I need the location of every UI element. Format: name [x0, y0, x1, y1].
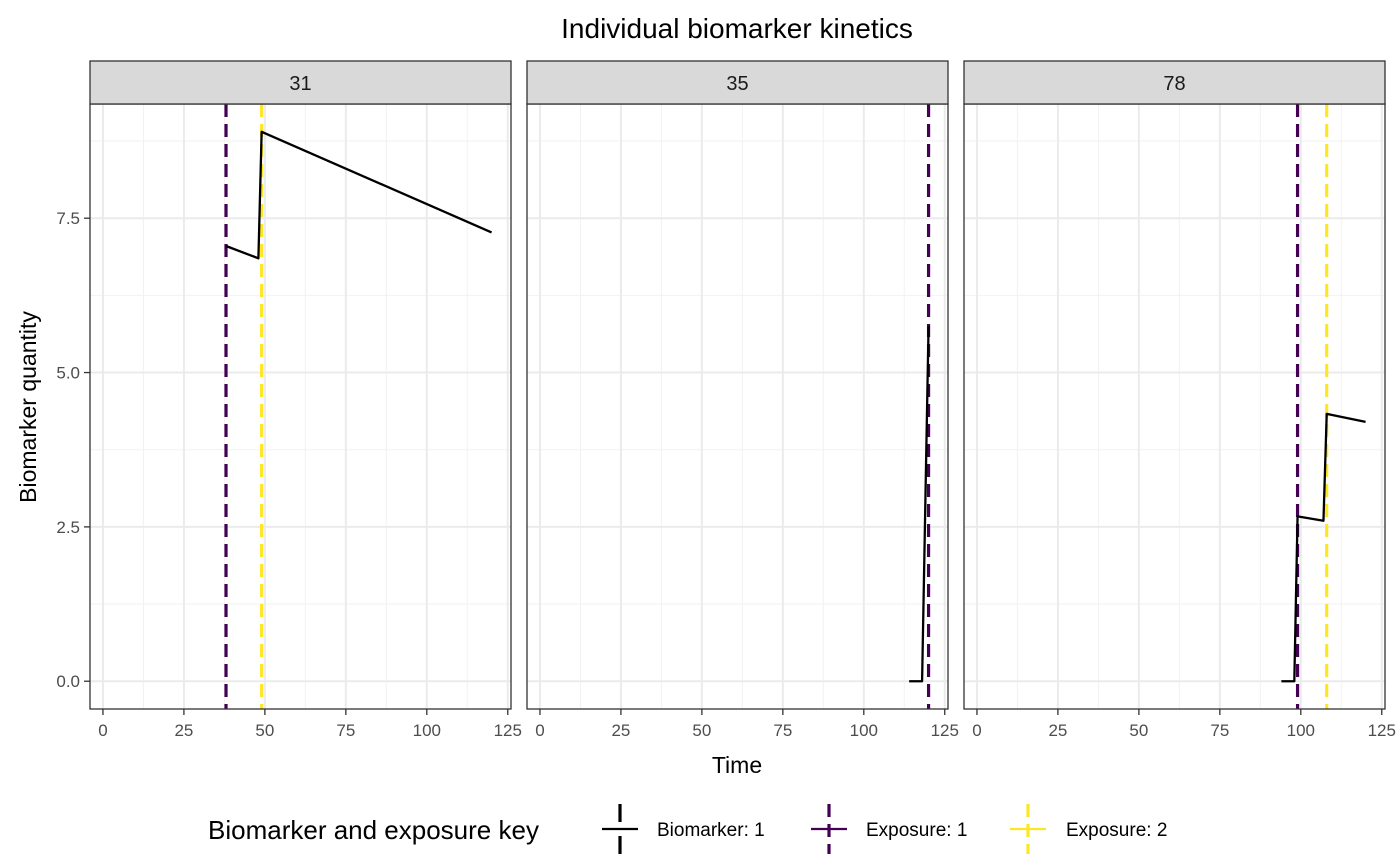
biomarker-series-line — [225, 130, 493, 260]
x-axis-title: Time — [712, 752, 762, 778]
facet-strip-label: 78 — [1163, 73, 1185, 95]
panel-background — [90, 104, 511, 709]
x-tick-label: 100 — [413, 721, 441, 740]
legend-key-biomarker-1: Biomarker: 1 — [602, 804, 765, 854]
x-tick-label: 50 — [255, 721, 274, 740]
x-tick-label: 125 — [494, 721, 522, 740]
biomarker-series-line — [1281, 412, 1366, 683]
legend-key-exposure-1: Exposure: 1 — [811, 804, 967, 854]
legend-label: Exposure: 1 — [866, 820, 967, 841]
legend: Biomarker and exposure key Biomarker: 1 E… — [208, 804, 1167, 854]
biomarker-series-line — [909, 326, 930, 683]
y-tick-label: 7.5 — [56, 209, 80, 228]
x-tick-label: 25 — [611, 721, 630, 740]
x-tick-label: 125 — [1368, 721, 1396, 740]
x-tick-label: 100 — [850, 721, 878, 740]
legend-key-exposure-2: Exposure: 2 — [1010, 804, 1167, 854]
panel-background — [527, 104, 948, 709]
x-tick-label: 125 — [931, 721, 959, 740]
facet-strip — [89, 60, 512, 105]
facet-panel-35: 35 0 25 50 75 100 125 — [526, 60, 959, 740]
x-tick-label: 0 — [535, 721, 544, 740]
facet-strip — [526, 60, 949, 105]
y-tick-label: 2.5 — [56, 518, 80, 537]
y-tick-label: 0.0 — [56, 672, 80, 691]
x-tick-label: 25 — [174, 721, 193, 740]
legend-label: Biomarker: 1 — [657, 820, 765, 841]
x-tick-label: 0 — [972, 721, 981, 740]
x-tick-label: 50 — [692, 721, 711, 740]
x-tick-label: 75 — [773, 721, 792, 740]
facet-strip — [963, 60, 1386, 105]
legend-title: Biomarker and exposure key — [208, 815, 539, 845]
x-tick-label: 75 — [336, 721, 355, 740]
facet-panel-78: 78 0 25 50 75 100 125 — [963, 60, 1396, 740]
x-tick-label: 75 — [1210, 721, 1229, 740]
y-axis: 0.0 2.5 5.0 7.5 — [56, 209, 90, 691]
x-tick-label: 25 — [1048, 721, 1067, 740]
x-tick-label: 50 — [1129, 721, 1148, 740]
y-axis-title: Biomarker quantity — [15, 311, 41, 503]
facet-strip-label: 35 — [726, 73, 748, 95]
panel-background — [964, 104, 1385, 709]
facet-panels: 31 0 25 50 75 100 125 35 0 25 50 75 100 125 78 0 25 50 75 1… — [89, 60, 1396, 740]
facet-strip-label: 31 — [289, 73, 311, 95]
chart-title: Individual biomarker kinetics — [561, 13, 913, 44]
y-tick-label: 5.0 — [56, 364, 80, 383]
x-tick-label: 0 — [98, 721, 107, 740]
facet-panel-31: 31 0 25 50 75 100 125 — [89, 60, 522, 740]
legend-label: Exposure: 2 — [1066, 820, 1167, 841]
x-tick-label: 100 — [1287, 721, 1315, 740]
